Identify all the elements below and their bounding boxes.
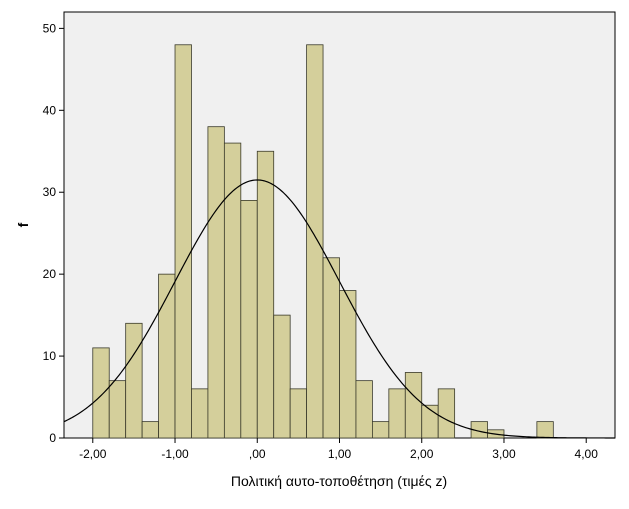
histogram-bar bbox=[191, 388, 209, 439]
y-tick-label: 40 bbox=[43, 103, 57, 117]
y-tick-label: 30 bbox=[43, 185, 57, 199]
histogram-bar bbox=[92, 347, 110, 439]
histogram-bar bbox=[306, 44, 324, 439]
histogram-bar bbox=[371, 421, 390, 439]
y-tick-label: 10 bbox=[43, 349, 57, 363]
y-axis-title: f bbox=[15, 222, 31, 227]
x-tick-label: 1,00 bbox=[328, 447, 352, 461]
x-tick-label: -2,00 bbox=[79, 447, 107, 461]
histogram-bar bbox=[273, 314, 291, 439]
x-tick-label: 3,00 bbox=[492, 447, 516, 461]
histogram-bar bbox=[289, 388, 308, 439]
histogram-bar bbox=[339, 290, 357, 439]
histogram-bar bbox=[125, 322, 143, 439]
x-tick-label: 4,00 bbox=[575, 447, 599, 461]
normal-curve bbox=[63, 179, 615, 439]
histogram-bar bbox=[355, 380, 373, 439]
histogram-bar bbox=[388, 388, 406, 439]
histogram-bar bbox=[404, 372, 423, 439]
histogram-bar bbox=[256, 150, 275, 439]
histogram-bar bbox=[207, 126, 225, 439]
x-tick-label: ,00 bbox=[249, 447, 266, 461]
histogram-bar bbox=[322, 257, 340, 439]
histogram-bar bbox=[174, 44, 192, 439]
histogram-bar bbox=[108, 380, 127, 439]
x-tick-label: 2,00 bbox=[410, 447, 434, 461]
histogram-bar bbox=[141, 421, 159, 439]
histogram-bar bbox=[437, 388, 456, 439]
y-tick-label: 20 bbox=[43, 267, 57, 281]
histogram-bar bbox=[536, 421, 554, 439]
bars-layer bbox=[92, 44, 554, 439]
histogram-bar bbox=[158, 273, 176, 439]
x-axis-title: Πολιτική αυτο-τοποθέτηση (τιμές z) bbox=[231, 473, 447, 489]
histogram-bar bbox=[240, 200, 258, 439]
x-tick-label: -1,00 bbox=[161, 447, 189, 461]
axes-layer: -2,00 -1,00 ,00 1,00 2,00 3,00 4,00 0 10 20 30 40 50 bbox=[43, 21, 599, 461]
y-tick-label: 50 bbox=[43, 21, 57, 35]
y-tick-label: 0 bbox=[49, 431, 56, 445]
